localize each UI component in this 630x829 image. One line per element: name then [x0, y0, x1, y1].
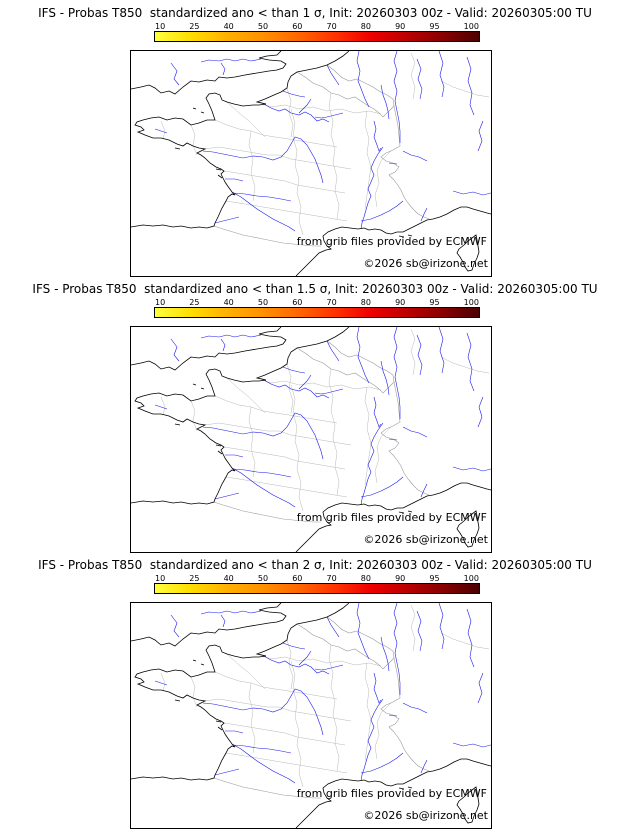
- map-frame-3: from grib files provided by ECMWF ©2026 …: [130, 602, 492, 829]
- tick-label: 95: [429, 22, 440, 31]
- tick-label: 40: [223, 298, 234, 307]
- tick-label: 40: [223, 574, 234, 583]
- colorbar-1: 10 25 40 50 60 70 80 90 95 100: [154, 22, 480, 42]
- tick-label: 50: [257, 298, 269, 307]
- attribution-ecmwf: from grib files provided by ECMWF: [296, 235, 487, 248]
- colorbar-ticks: 10 25 40 50 60 70 80 90 95 100: [154, 298, 480, 307]
- tick-label: 10: [155, 298, 166, 307]
- tick-label: 40: [223, 22, 234, 31]
- attribution-ecmwf: from grib files provided by ECMWF: [296, 511, 487, 524]
- tick-label: 95: [429, 298, 440, 307]
- tick-label: 25: [189, 22, 200, 31]
- tick-label: 100: [463, 298, 479, 307]
- tick-label: 10: [155, 574, 166, 583]
- tick-label: 100: [463, 22, 479, 31]
- tick-label: 25: [189, 574, 200, 583]
- panel-2: IFS - Probas T850 standardized ano < tha…: [0, 276, 630, 553]
- tick-label: 50: [257, 22, 269, 31]
- panel-3: IFS - Probas T850 standardized ano < tha…: [0, 552, 630, 829]
- panel-title-2: IFS - Probas T850 standardized ano < tha…: [32, 282, 598, 296]
- panel-title-3: IFS - Probas T850 standardized ano < tha…: [38, 558, 592, 572]
- map-frame-2: from grib files provided by ECMWF ©2026 …: [130, 326, 492, 553]
- colorbar-ticks: 10 25 40 50 60 70 80 90 95 100: [154, 22, 480, 31]
- attribution-copyright: ©2026 sb@irizone.net: [363, 809, 488, 822]
- tick-label: 90: [395, 22, 406, 31]
- colorbar-bar: [154, 307, 480, 318]
- tick-label: 70: [326, 22, 337, 31]
- tick-label: 25: [189, 298, 200, 307]
- tick-label: 80: [360, 298, 371, 307]
- tick-label: 50: [257, 574, 269, 583]
- colorbar-2: 10 25 40 50 60 70 80 90 95 100: [154, 298, 480, 318]
- tick-label: 90: [395, 574, 406, 583]
- colorbar-bar: [154, 31, 480, 42]
- tick-label: 60: [292, 298, 303, 307]
- tick-label: 90: [395, 298, 406, 307]
- tick-label: 80: [360, 22, 371, 31]
- colorbar-ticks: 10 25 40 50 60 70 80 90 95 100: [154, 574, 480, 583]
- colorbar-3: 10 25 40 50 60 70 80 90 95 100: [154, 574, 480, 594]
- tick-label: 80: [360, 574, 371, 583]
- colorbar-bar: [154, 583, 480, 594]
- tick-label: 95: [429, 574, 440, 583]
- tick-label: 60: [292, 574, 303, 583]
- tick-label: 10: [155, 22, 166, 31]
- panel-1: IFS - Probas T850 standardized ano < tha…: [0, 0, 630, 277]
- tick-label: 60: [292, 22, 303, 31]
- tick-label: 100: [463, 574, 479, 583]
- map-frame-1: from grib files provided by ECMWF ©2026 …: [130, 50, 492, 277]
- panel-title-1: IFS - Probas T850 standardized ano < tha…: [38, 6, 592, 20]
- attribution-ecmwf: from grib files provided by ECMWF: [296, 787, 487, 800]
- attribution-copyright: ©2026 sb@irizone.net: [363, 533, 488, 546]
- tick-label: 70: [326, 298, 337, 307]
- tick-label: 70: [326, 574, 337, 583]
- attribution-copyright: ©2026 sb@irizone.net: [363, 257, 488, 270]
